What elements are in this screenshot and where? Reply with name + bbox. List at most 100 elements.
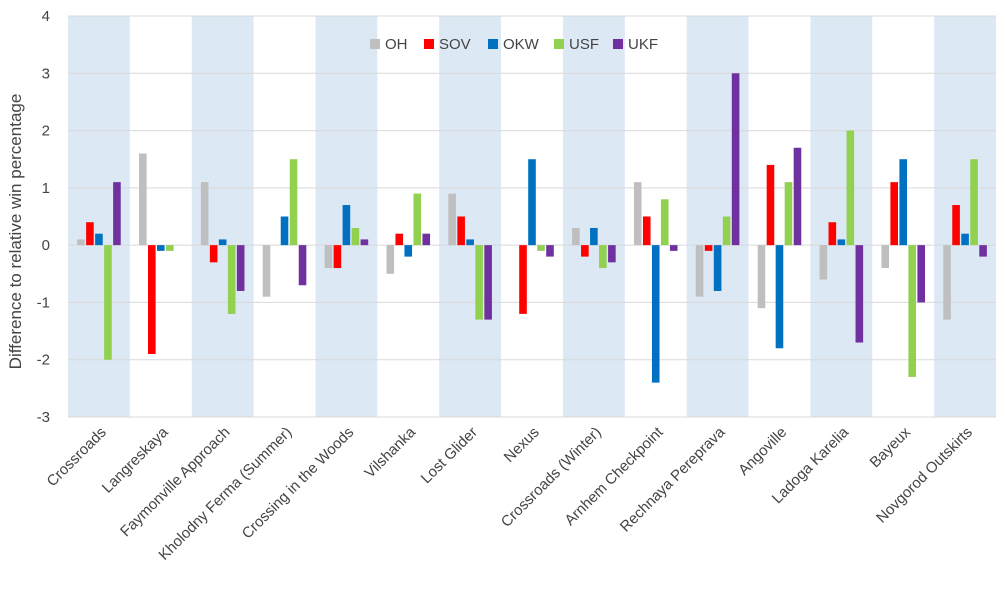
bar-oh-4 [324, 245, 333, 269]
bar-ukf-7 [546, 245, 554, 257]
bar-oh-10 [695, 245, 704, 297]
bar-ukf-6 [484, 245, 492, 320]
bar-sov-13 [890, 182, 898, 246]
bar-sov-12 [828, 222, 837, 246]
legend-label-oh: OH [385, 36, 408, 53]
bar-oh-14 [943, 245, 951, 320]
x-category-label: Lost Glider [418, 424, 481, 487]
bar-usf-10 [722, 216, 731, 246]
bar-oh-13 [881, 245, 889, 269]
legend-label-okw: OKW [503, 36, 540, 53]
bar-sov-14 [952, 205, 960, 246]
bar-okw-6 [466, 239, 474, 246]
x-category-label: Faymonville Approach [117, 424, 233, 540]
bar-sov-8 [581, 245, 589, 257]
bar-okw-9 [651, 245, 660, 383]
category-band [934, 16, 996, 417]
bar-ukf-11 [793, 147, 802, 246]
bar-usf-7 [537, 245, 545, 251]
bar-oh-3 [262, 245, 271, 297]
x-category-label: Bayeux [867, 423, 915, 471]
legend-label-usf: USF [569, 36, 599, 53]
bar-oh-1 [139, 153, 147, 246]
bar-usf-3 [289, 159, 298, 246]
bar-ukf-14 [979, 245, 987, 257]
bar-ukf-3 [298, 245, 307, 286]
legend-swatch-usf [554, 39, 564, 49]
bar-usf-14 [970, 159, 978, 246]
legend-swatch-okw [488, 39, 498, 49]
y-axis-label: Difference to relative win percentage [6, 94, 25, 370]
bar-okw-5 [404, 245, 413, 257]
y-tick-label: -1 [37, 294, 50, 311]
bar-ukf-8 [608, 245, 616, 263]
y-tick-label: 1 [42, 180, 50, 197]
bar-ukf-4 [360, 239, 369, 246]
bar-oh-9 [633, 182, 642, 246]
bars [77, 73, 987, 383]
bar-sov-9 [642, 216, 651, 246]
bar-oh-6 [448, 193, 456, 246]
bar-oh-0 [77, 239, 85, 246]
bar-ukf-12 [855, 245, 864, 343]
category-band [562, 16, 625, 417]
bar-sov-2 [209, 245, 218, 263]
bar-okw-2 [218, 239, 227, 246]
bar-okw-1 [157, 245, 165, 251]
y-tick-label: 2 [42, 123, 50, 140]
bar-oh-2 [200, 182, 209, 246]
legend-swatch-sov [424, 39, 434, 49]
x-category-label: Rechnaya Perepravа [617, 423, 729, 535]
bar-usf-4 [351, 227, 360, 246]
bar-sov-11 [766, 164, 775, 246]
legend: OH SOV OKW USF UKF [370, 36, 658, 53]
bar-sov-1 [148, 245, 156, 354]
bar-okw-7 [528, 159, 536, 246]
bar-ukf-10 [731, 73, 740, 246]
bar-usf-0 [104, 245, 112, 360]
bar-usf-5 [413, 193, 422, 246]
bar-oh-11 [757, 245, 766, 309]
bar-usf-1 [166, 245, 174, 251]
bar-okw-13 [899, 159, 907, 246]
bar-ukf-0 [113, 182, 121, 246]
category-band [810, 16, 873, 417]
legend-swatch-ukf [613, 39, 623, 49]
bar-sov-5 [395, 233, 404, 246]
bar-ukf-13 [917, 245, 925, 303]
bar-okw-11 [775, 245, 784, 349]
y-tick-label: 0 [42, 237, 50, 254]
bar-sov-10 [704, 245, 713, 251]
bar-sov-6 [457, 216, 465, 246]
legend-label-ukf: UKF [628, 36, 658, 53]
bar-okw-4 [342, 205, 351, 246]
bar-usf-11 [784, 182, 793, 246]
bar-okw-3 [280, 216, 289, 246]
legend-swatch-oh [370, 39, 380, 49]
bar-usf-6 [475, 245, 483, 320]
y-tick-labels: -3 -2 -1 0 1 2 3 4 [37, 8, 50, 426]
bar-okw-10 [713, 245, 722, 291]
bar-oh-12 [819, 245, 828, 280]
bar-oh-8 [572, 227, 580, 246]
x-category-label: Crossing in the Woods [239, 424, 358, 543]
x-category-label: Nexus [501, 424, 543, 466]
bar-usf-2 [227, 245, 236, 314]
bar-usf-9 [660, 199, 669, 246]
bar-sov-0 [86, 222, 94, 246]
bar-ukf-9 [669, 245, 678, 251]
bar-ukf-5 [422, 233, 431, 246]
y-tick-label: -2 [37, 352, 50, 369]
gridlines [68, 15, 996, 418]
bar-okw-0 [95, 233, 103, 246]
y-tick-label: 3 [42, 65, 50, 82]
bar-sov-7 [519, 245, 527, 314]
bar-usf-12 [846, 130, 855, 246]
bar-oh-5 [386, 245, 395, 274]
x-category-label: Crossroads [44, 424, 110, 490]
bar-okw-8 [590, 227, 598, 246]
bar-okw-12 [837, 239, 846, 246]
bar-okw-14 [961, 233, 969, 246]
